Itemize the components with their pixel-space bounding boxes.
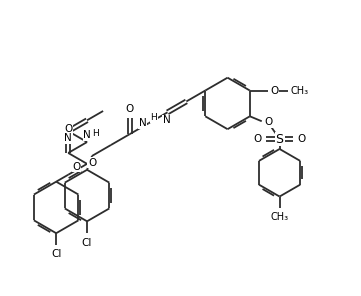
- Text: Cl: Cl: [82, 238, 92, 248]
- Text: O: O: [253, 134, 262, 144]
- Text: N: N: [83, 130, 91, 140]
- Text: N: N: [163, 115, 170, 125]
- Text: CH₃: CH₃: [270, 213, 289, 222]
- Text: O: O: [88, 158, 96, 168]
- Text: O: O: [265, 117, 273, 127]
- Text: O: O: [297, 134, 306, 144]
- Text: CH₃: CH₃: [291, 86, 309, 96]
- Text: H: H: [92, 129, 99, 138]
- Text: O: O: [64, 124, 72, 134]
- Text: Cl: Cl: [51, 249, 61, 259]
- Text: O: O: [126, 104, 134, 114]
- Text: S: S: [275, 133, 284, 146]
- Text: N: N: [139, 118, 147, 128]
- Text: H: H: [151, 113, 157, 122]
- Text: O: O: [72, 162, 81, 172]
- Text: N: N: [64, 133, 72, 143]
- Text: O: O: [271, 86, 279, 96]
